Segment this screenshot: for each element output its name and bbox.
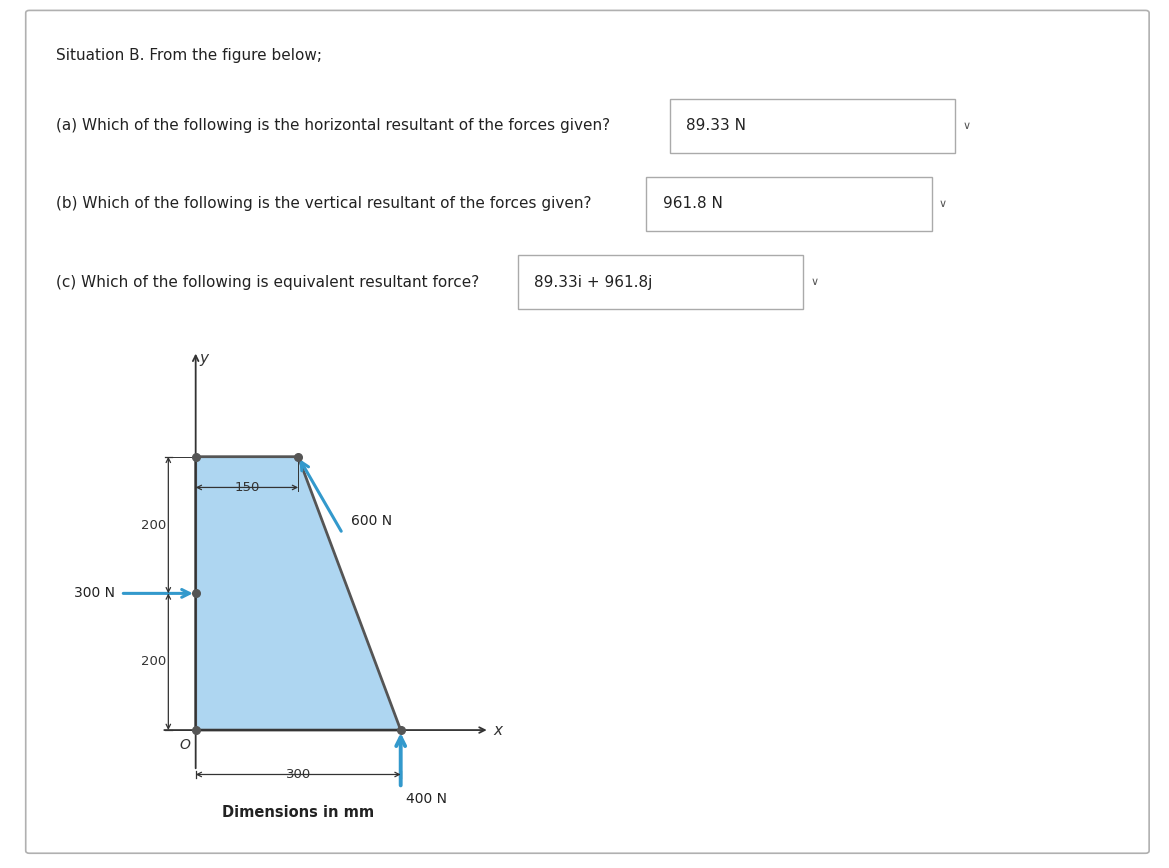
FancyBboxPatch shape: [646, 177, 932, 231]
Text: 89.33i + 961.8j: 89.33i + 961.8j: [534, 274, 652, 290]
Text: 400 N: 400 N: [406, 792, 448, 806]
Text: O: O: [179, 739, 191, 753]
FancyBboxPatch shape: [518, 255, 803, 309]
Text: 200: 200: [140, 518, 166, 531]
Text: y: y: [199, 351, 208, 365]
Text: x: x: [493, 722, 502, 738]
Text: 89.33 N: 89.33 N: [686, 118, 746, 134]
Text: 600 N: 600 N: [351, 514, 392, 528]
Text: ∨: ∨: [962, 121, 970, 131]
Text: 300 N: 300 N: [74, 587, 115, 601]
Text: ∨: ∨: [810, 277, 818, 287]
Text: (c) Which of the following is equivalent resultant force?: (c) Which of the following is equivalent…: [56, 274, 479, 290]
Text: (a) Which of the following is the horizontal resultant of the forces given?: (a) Which of the following is the horizo…: [56, 118, 610, 134]
Text: 150: 150: [234, 481, 260, 494]
Text: ∨: ∨: [939, 199, 947, 209]
FancyBboxPatch shape: [670, 99, 955, 153]
Text: 300: 300: [285, 768, 311, 781]
Text: Situation B. From the figure below;: Situation B. From the figure below;: [56, 48, 323, 62]
Text: 200: 200: [140, 655, 166, 668]
Text: 961.8 N: 961.8 N: [663, 196, 722, 212]
Polygon shape: [195, 457, 401, 730]
FancyBboxPatch shape: [26, 10, 1149, 853]
Text: Dimensions in mm: Dimensions in mm: [222, 806, 374, 820]
Text: (b) Which of the following is the vertical resultant of the forces given?: (b) Which of the following is the vertic…: [56, 196, 592, 212]
